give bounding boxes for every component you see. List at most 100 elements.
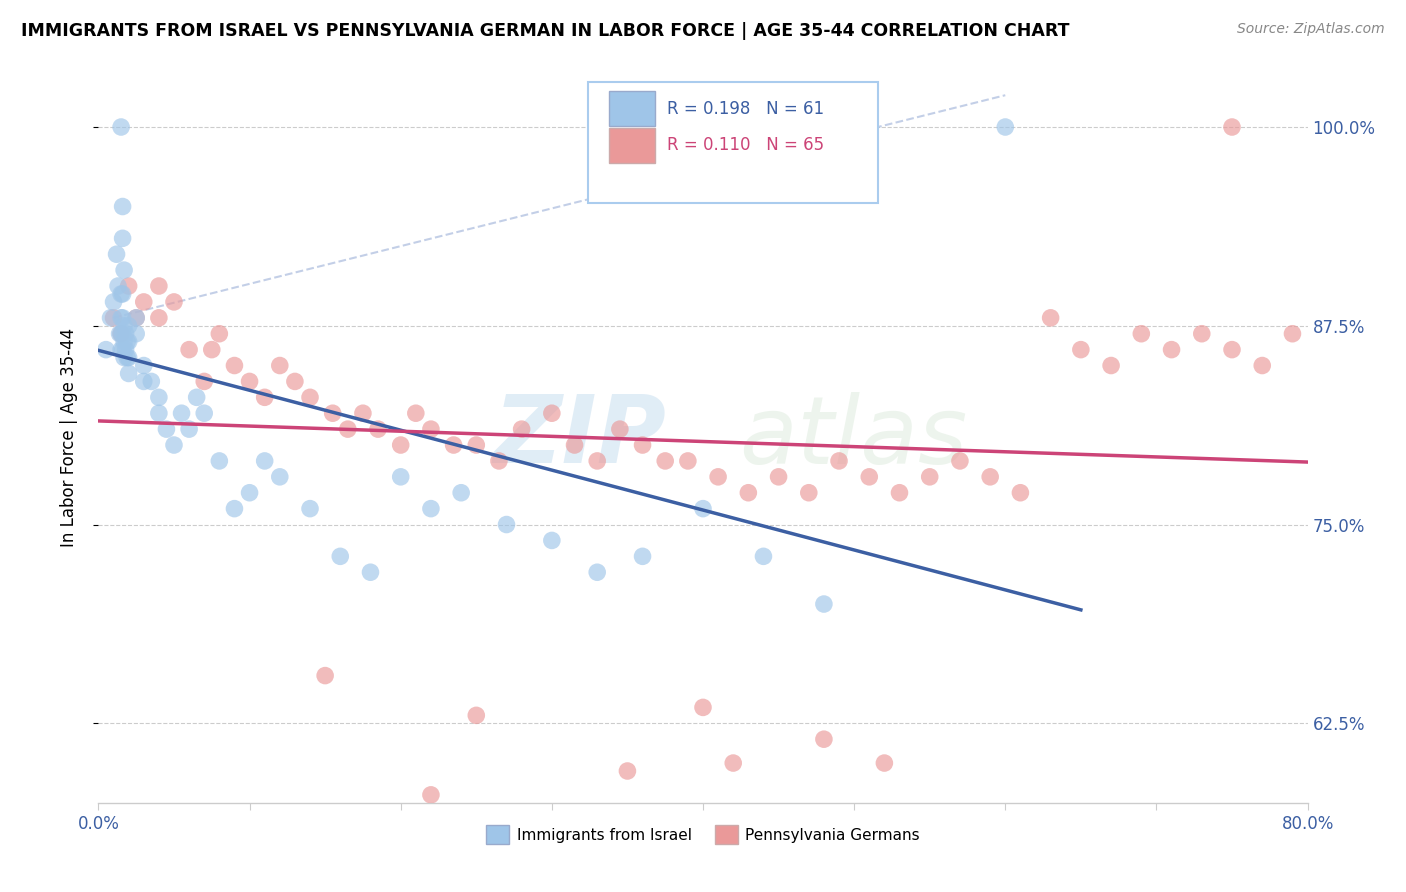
Point bbox=[1251, 359, 1274, 373]
Point bbox=[723, 756, 745, 770]
Point bbox=[179, 422, 201, 436]
Point bbox=[813, 732, 835, 747]
Point bbox=[111, 287, 134, 301]
Text: R = 0.110   N = 65: R = 0.110 N = 65 bbox=[666, 136, 824, 154]
FancyBboxPatch shape bbox=[609, 128, 655, 163]
Point bbox=[360, 566, 382, 580]
Point bbox=[132, 375, 155, 389]
Point bbox=[118, 334, 141, 349]
Point bbox=[115, 351, 138, 365]
Point bbox=[132, 359, 155, 373]
Point bbox=[103, 310, 125, 325]
Point bbox=[631, 438, 654, 452]
Point bbox=[208, 326, 231, 341]
Point bbox=[114, 326, 136, 341]
Point bbox=[1220, 120, 1243, 134]
Point bbox=[105, 247, 128, 261]
Point bbox=[118, 367, 141, 381]
Point bbox=[465, 708, 488, 723]
Point bbox=[979, 470, 1001, 484]
Point bbox=[208, 454, 231, 468]
Point bbox=[201, 343, 224, 357]
Point bbox=[111, 343, 134, 357]
Point bbox=[163, 438, 186, 452]
Point bbox=[224, 359, 246, 373]
Point bbox=[1220, 343, 1243, 357]
Point bbox=[100, 310, 122, 325]
Point bbox=[420, 422, 443, 436]
Point bbox=[692, 700, 714, 714]
Point bbox=[239, 485, 262, 500]
Point bbox=[107, 279, 129, 293]
Point bbox=[1010, 485, 1032, 500]
Point bbox=[389, 470, 412, 484]
Point bbox=[828, 454, 851, 468]
Point bbox=[510, 422, 533, 436]
Point bbox=[540, 406, 562, 420]
Point bbox=[314, 668, 336, 682]
Point bbox=[141, 375, 163, 389]
Point bbox=[111, 200, 134, 214]
Point bbox=[692, 501, 714, 516]
Point bbox=[193, 375, 215, 389]
Point bbox=[450, 485, 472, 500]
Point bbox=[1039, 310, 1062, 325]
Point bbox=[118, 279, 141, 293]
Point bbox=[114, 343, 136, 357]
Point bbox=[179, 343, 201, 357]
Point bbox=[768, 470, 790, 484]
Point bbox=[110, 120, 132, 134]
Point bbox=[329, 549, 352, 564]
Point bbox=[616, 764, 638, 778]
Point bbox=[873, 756, 896, 770]
Point bbox=[148, 406, 170, 420]
Point bbox=[352, 406, 374, 420]
Point bbox=[163, 294, 186, 309]
Point bbox=[1191, 326, 1213, 341]
Point bbox=[1281, 326, 1303, 341]
Point bbox=[110, 326, 132, 341]
Point bbox=[367, 422, 389, 436]
Point bbox=[488, 454, 510, 468]
Text: atlas: atlas bbox=[740, 392, 967, 483]
Point bbox=[269, 359, 291, 373]
Point bbox=[1070, 343, 1092, 357]
Point bbox=[115, 334, 138, 349]
Point bbox=[299, 390, 322, 404]
Point bbox=[564, 438, 586, 452]
Point bbox=[858, 470, 880, 484]
Point bbox=[108, 326, 131, 341]
Point bbox=[224, 501, 246, 516]
Point bbox=[148, 279, 170, 293]
Point bbox=[239, 375, 262, 389]
Y-axis label: In Labor Force | Age 35-44: In Labor Force | Age 35-44 bbox=[59, 327, 77, 547]
FancyBboxPatch shape bbox=[609, 91, 655, 127]
Point bbox=[336, 422, 359, 436]
Point bbox=[132, 294, 155, 309]
Point bbox=[949, 454, 972, 468]
Point bbox=[112, 334, 135, 349]
Point bbox=[707, 470, 730, 484]
Point bbox=[299, 501, 322, 516]
Point bbox=[1130, 326, 1153, 341]
Point bbox=[609, 422, 631, 436]
Point bbox=[269, 470, 291, 484]
Point bbox=[389, 438, 412, 452]
Point bbox=[110, 310, 132, 325]
Point bbox=[918, 470, 941, 484]
Point bbox=[125, 326, 148, 341]
Point bbox=[110, 287, 132, 301]
Point bbox=[586, 454, 609, 468]
Point bbox=[94, 343, 117, 357]
Point bbox=[586, 566, 609, 580]
Point bbox=[148, 310, 170, 325]
Point bbox=[813, 597, 835, 611]
Point bbox=[420, 788, 443, 802]
Point bbox=[148, 390, 170, 404]
Point bbox=[797, 485, 820, 500]
Point bbox=[125, 310, 148, 325]
Point bbox=[111, 310, 134, 325]
Point bbox=[994, 120, 1017, 134]
Point bbox=[118, 318, 141, 333]
Point bbox=[118, 351, 141, 365]
